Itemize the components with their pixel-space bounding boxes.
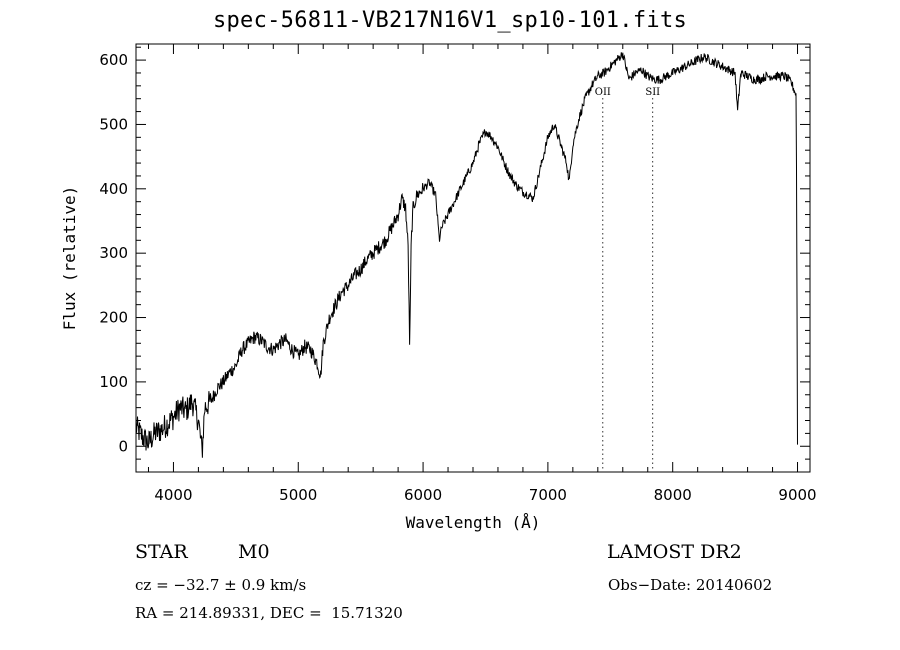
y-tick-label: 200 <box>99 309 128 327</box>
obs-date-text: Obs−Date: 20140602 <box>608 576 773 594</box>
y-axis: 0 100 200 300 400 500 600 <box>99 46 810 460</box>
spectrum-line <box>135 52 798 458</box>
object-type: STAR <box>135 541 188 563</box>
y-tick-label: 0 <box>118 437 128 455</box>
coords-text: RA = 214.89331, DEC = 15.71320 <box>135 604 403 622</box>
survey-name: LAMOST DR2 <box>607 541 742 563</box>
chart-title: spec-56811-VB217N16V1_sp10-101.fits <box>212 8 688 33</box>
x-tick-label: 9000 <box>778 486 816 504</box>
x-tick-label: 4000 <box>154 486 192 504</box>
y-tick-label: 600 <box>99 51 128 69</box>
x-axis: 4000 5000 6000 7000 8000 9000 <box>147 44 817 504</box>
y-tick-label: 500 <box>99 115 128 133</box>
x-tick-label: 6000 <box>404 486 442 504</box>
y-tick-label: 100 <box>99 373 128 391</box>
y-axis-label: Flux (relative) <box>60 186 79 331</box>
x-axis-label: Wavelength (Å) <box>406 513 541 532</box>
object-subclass: M0 <box>238 541 270 563</box>
x-tick-label: 7000 <box>529 486 567 504</box>
plot-frame <box>135 43 811 473</box>
marker-label: OII <box>595 87 611 98</box>
x-tick-label: 8000 <box>654 486 692 504</box>
redshift-text: cz = −32.7 ± 0.9 km/s <box>135 576 307 594</box>
y-tick-label: 300 <box>99 244 128 262</box>
x-tick-label: 5000 <box>279 486 317 504</box>
y-tick-label: 400 <box>99 180 128 198</box>
line-markers: OII SII <box>595 87 660 472</box>
marker-label: SII <box>645 87 660 98</box>
